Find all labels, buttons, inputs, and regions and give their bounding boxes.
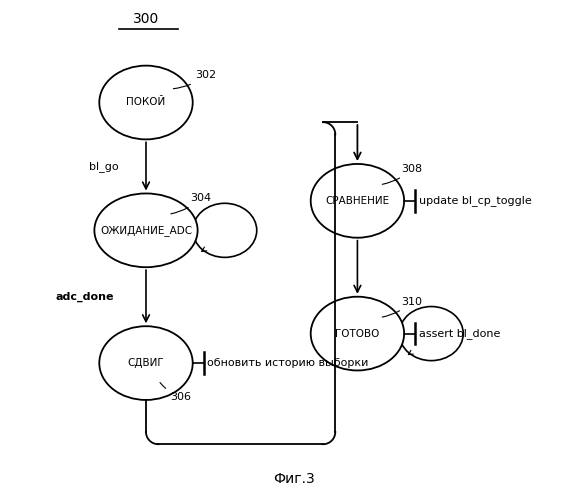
Ellipse shape [311,164,404,238]
Text: 308: 308 [382,164,423,184]
Ellipse shape [399,306,463,360]
Text: обновить историю выборки: обновить историю выборки [207,358,369,368]
Text: ГОТОВО: ГОТОВО [335,328,380,338]
Text: ПОКОЙ: ПОКОЙ [126,98,166,108]
Text: assert bl_done: assert bl_done [419,328,500,339]
Text: ОЖИДАНИЕ_ADC: ОЖИДАНИЕ_ADC [100,225,192,236]
Text: 310: 310 [382,296,423,317]
Text: update bl_cp_toggle: update bl_cp_toggle [419,196,532,206]
Text: СРАВНЕНИЕ: СРАВНЕНИЕ [325,196,390,206]
Text: bl_go: bl_go [89,161,119,172]
Ellipse shape [99,66,193,140]
Text: 302: 302 [173,70,216,88]
Text: 300: 300 [133,12,159,26]
Ellipse shape [193,204,257,258]
Text: 306: 306 [160,382,191,402]
Text: 304: 304 [171,194,211,214]
Ellipse shape [95,194,198,267]
Text: Фиг.3: Фиг.3 [272,472,315,486]
Ellipse shape [311,296,404,370]
Ellipse shape [99,326,193,400]
Text: adc_done: adc_done [56,292,114,302]
Text: СДВИГ: СДВИГ [128,358,164,368]
